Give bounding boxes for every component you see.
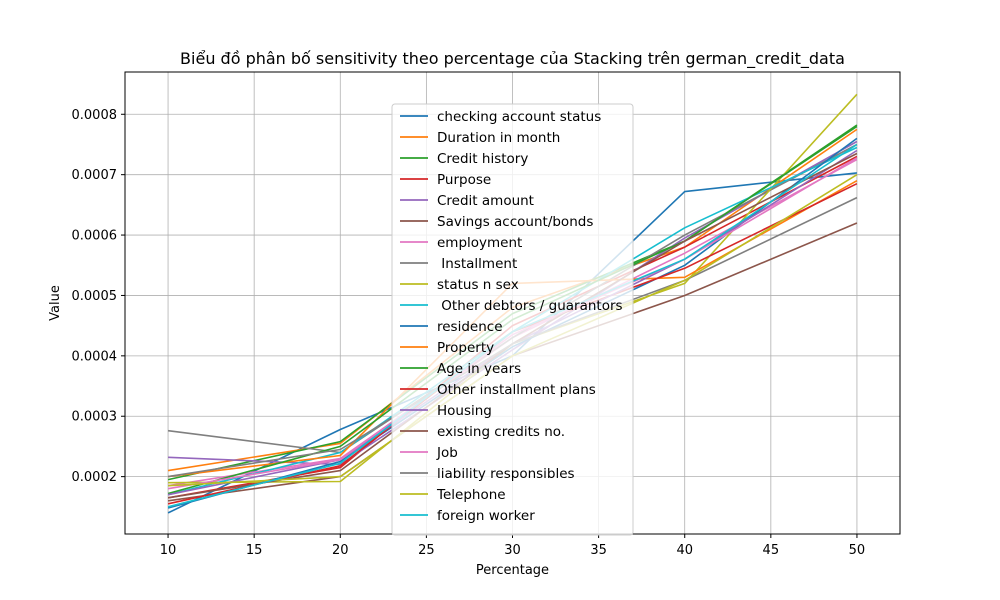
x-tick-label: 15: [246, 543, 263, 558]
legend-entry: Housing: [437, 403, 492, 419]
legend-entry: foreign worker: [437, 508, 535, 524]
legend-entry: existing credits no.: [437, 424, 565, 440]
legend-entry: Savings account/bonds: [437, 214, 593, 230]
y-axis: 0.0002 0.0003 0.0004 0.0005 0.0006 0.0007 0.00…: [72, 108, 125, 485]
legend-entry: Installment: [437, 256, 517, 272]
legend-entry: Duration in month: [437, 130, 560, 146]
legend-entry: liability responsibles: [437, 466, 575, 482]
x-axis: 10 15 20 25 30 35 40 45 50: [160, 534, 865, 558]
y-tick-label: 0.0007: [72, 168, 118, 183]
legend-entry: Property: [437, 340, 494, 356]
x-tick-label: 45: [763, 543, 780, 558]
x-tick-label: 20: [332, 543, 349, 558]
legend-entry: Other installment plans: [437, 382, 596, 398]
legend-entry: checking account status: [437, 109, 601, 125]
x-tick-label: 50: [849, 543, 866, 558]
y-tick-label: 0.0006: [72, 229, 118, 244]
x-tick-label: 30: [504, 543, 521, 558]
y-tick-label: 0.0002: [72, 470, 118, 485]
x-tick-label: 10: [160, 543, 177, 558]
legend-entry: residence: [437, 319, 503, 335]
y-tick-label: 0.0008: [72, 108, 118, 123]
legend-box: [391, 103, 634, 536]
y-tick-label: 0.0004: [72, 349, 118, 364]
legend: checking account status Duration in month…: [391, 103, 634, 536]
x-axis-title: Percentage: [476, 563, 549, 578]
x-tick-label: 35: [590, 543, 607, 558]
x-tick-label: 40: [676, 543, 693, 558]
legend-entry: Job: [436, 445, 458, 461]
y-tick-label: 0.0005: [72, 289, 118, 304]
legend-entry: employment: [437, 235, 522, 251]
y-tick-label: 0.0003: [72, 410, 118, 425]
legend-entry: Credit amount: [437, 193, 534, 209]
legend-entry: Age in years: [437, 361, 521, 377]
legend-entry: Telephone: [436, 487, 506, 503]
chart-title: Biểu đồ phân bố sensitivity theo percent…: [180, 49, 845, 69]
legend-entry: status n sex: [437, 277, 519, 293]
legend-entry: Purpose: [437, 172, 491, 188]
legend-entry: Other debtors / guarantors: [437, 298, 623, 314]
x-tick-label: 25: [418, 543, 435, 558]
legend-entry: Credit history: [437, 151, 528, 167]
y-axis-title: Value: [48, 285, 63, 321]
